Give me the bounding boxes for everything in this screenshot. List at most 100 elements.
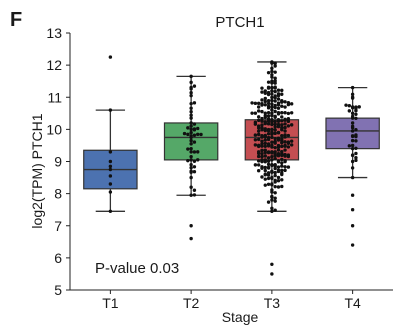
data-point [273, 170, 277, 175]
data-point [280, 119, 284, 123]
data-point [263, 103, 267, 107]
data-point [273, 152, 277, 156]
data-point [253, 101, 258, 106]
data-point [266, 129, 271, 133]
data-point [263, 99, 267, 104]
data-point [350, 138, 355, 143]
data-point [108, 190, 113, 194]
data-point [354, 146, 358, 150]
data-point [189, 175, 193, 180]
data-point [189, 163, 193, 167]
data-point [108, 159, 113, 164]
data-point [280, 178, 284, 182]
data-point [270, 130, 274, 135]
data-point [189, 224, 193, 228]
y-tick-label: 9 [54, 154, 62, 170]
data-point [270, 89, 274, 93]
data-point [263, 121, 267, 126]
x-tick-label-t3: T3 [264, 295, 281, 311]
data-point [276, 154, 281, 158]
data-point [350, 121, 355, 125]
data-point [283, 111, 287, 115]
data-point [280, 157, 284, 162]
y-tick-label: 7 [54, 218, 62, 234]
x-axis-label: Stage [222, 309, 259, 325]
data-point [263, 183, 267, 187]
data-point [253, 143, 258, 147]
data-point [266, 162, 271, 167]
data-point [276, 169, 281, 174]
data-point [260, 123, 264, 127]
data-point [273, 119, 277, 123]
y-tick-label: 10 [46, 121, 62, 137]
data-point [192, 193, 197, 197]
data-point [263, 96, 267, 101]
data-point [260, 166, 264, 170]
data-point [182, 131, 187, 136]
data-point [192, 133, 197, 137]
data-point [263, 148, 267, 152]
data-point [283, 125, 287, 130]
data-point [273, 70, 277, 74]
data-point [286, 154, 291, 159]
data-point [266, 99, 271, 103]
data-point [350, 243, 355, 247]
y-tick-label: 11 [47, 89, 62, 105]
data-point [189, 158, 193, 162]
data-point [266, 117, 271, 121]
data-point [273, 64, 277, 68]
data-point [270, 209, 274, 213]
data-point [266, 156, 271, 160]
data-point [280, 123, 284, 127]
data-point [199, 132, 203, 137]
data-point [273, 105, 277, 110]
data-point [270, 272, 274, 276]
points-t3 [250, 60, 294, 276]
data-point [260, 86, 264, 90]
data-point [350, 175, 355, 180]
data-point [350, 114, 355, 119]
data-point [276, 106, 281, 110]
data-point [192, 159, 197, 163]
data-point [189, 101, 193, 106]
data-point [270, 81, 274, 85]
data-point [273, 199, 277, 203]
data-point [273, 122, 277, 126]
data-point [350, 111, 355, 116]
data-point [276, 145, 281, 149]
data-point [263, 135, 267, 139]
data-point [186, 132, 190, 137]
data-point [256, 144, 261, 149]
data-point [196, 126, 200, 131]
data-point [108, 209, 113, 213]
data-point [270, 120, 274, 124]
data-point [273, 150, 277, 154]
data-point [286, 117, 291, 121]
data-point [283, 168, 287, 173]
data-point [270, 135, 274, 140]
data-point [189, 146, 193, 151]
data-point [350, 143, 355, 148]
data-point [108, 164, 113, 169]
data-point [253, 133, 258, 137]
data-point [189, 113, 193, 117]
points-t1 [108, 55, 113, 213]
data-point [276, 136, 281, 140]
data-point [273, 157, 277, 161]
data-point [189, 121, 193, 125]
data-point [189, 236, 193, 241]
data-point [263, 144, 267, 148]
data-point [260, 109, 264, 114]
data-point [270, 98, 274, 103]
data-point [196, 158, 200, 162]
data-point [280, 92, 284, 96]
data-point [189, 185, 193, 189]
data-point [273, 85, 277, 89]
box-t4 [325, 85, 380, 247]
y-ticks: 5 6 7 8 9 10 11 12 13 [46, 25, 70, 298]
y-tick-label: 6 [54, 250, 62, 266]
data-point [286, 102, 291, 107]
box-t1 [83, 55, 138, 213]
data-point [276, 160, 281, 164]
